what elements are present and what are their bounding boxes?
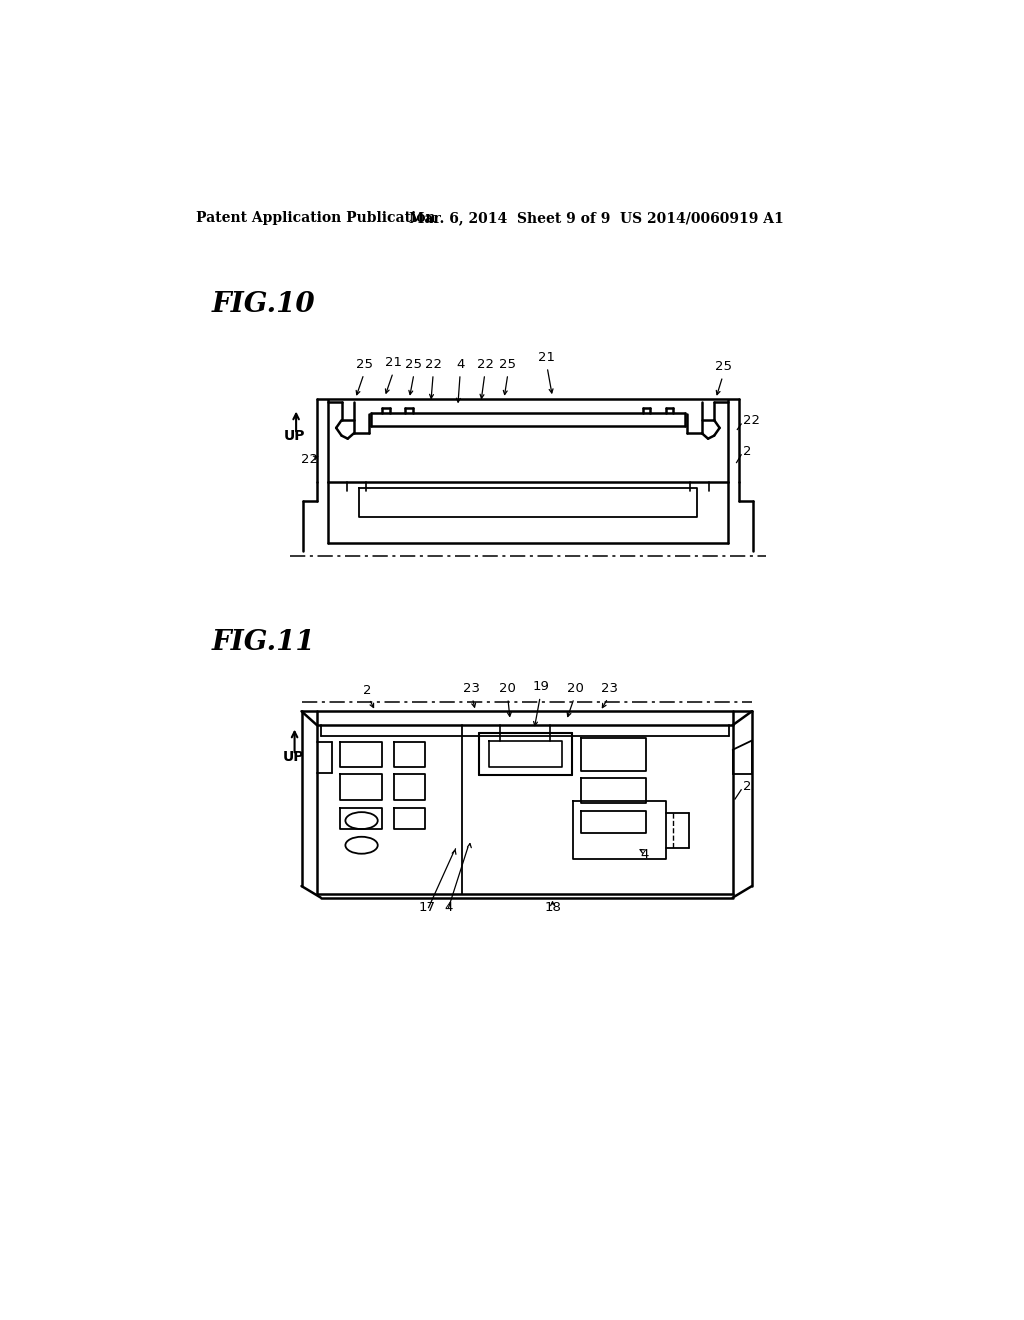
- Text: Mar. 6, 2014  Sheet 9 of 9: Mar. 6, 2014 Sheet 9 of 9: [410, 211, 610, 226]
- Text: 4: 4: [444, 902, 453, 915]
- Text: 4: 4: [456, 358, 464, 371]
- Text: US 2014/0060919 A1: US 2014/0060919 A1: [620, 211, 783, 226]
- Text: 20: 20: [567, 682, 584, 696]
- Text: FIG.10: FIG.10: [211, 292, 315, 318]
- Text: 25: 25: [715, 360, 732, 374]
- Text: 23: 23: [463, 682, 480, 696]
- Text: 21: 21: [538, 351, 555, 364]
- Text: 19: 19: [532, 681, 550, 693]
- Text: UP: UP: [284, 429, 305, 444]
- Text: Patent Application Publication: Patent Application Publication: [196, 211, 435, 226]
- Text: 25: 25: [406, 358, 423, 371]
- Text: 25: 25: [356, 358, 373, 371]
- Text: 25: 25: [500, 358, 516, 371]
- Text: 22: 22: [301, 453, 317, 466]
- Text: 4: 4: [641, 847, 649, 861]
- Text: 23: 23: [601, 682, 618, 696]
- Text: 22: 22: [425, 358, 441, 371]
- Text: 20: 20: [500, 682, 516, 696]
- Text: 17: 17: [419, 902, 435, 915]
- Text: 2: 2: [364, 684, 372, 697]
- Text: 2: 2: [743, 445, 752, 458]
- Text: 21: 21: [385, 356, 402, 370]
- Text: UP: UP: [283, 750, 304, 764]
- Text: 22: 22: [743, 414, 761, 428]
- Text: 22: 22: [477, 358, 494, 371]
- Text: 2: 2: [742, 780, 752, 793]
- Text: FIG.11: FIG.11: [211, 628, 315, 656]
- Text: 18: 18: [544, 902, 561, 915]
